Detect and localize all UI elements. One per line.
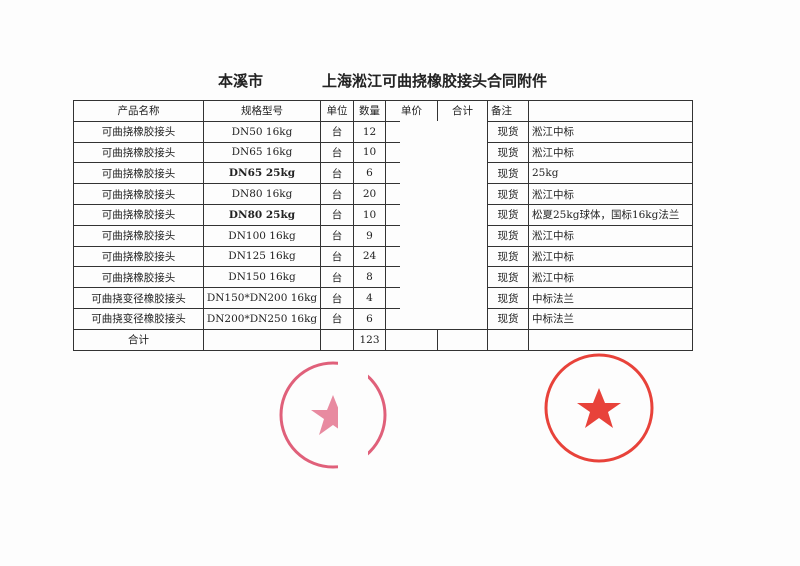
unit-cell: 台 [320, 287, 354, 309]
quantity-cell: 20 [353, 183, 386, 205]
left-company-seal [279, 360, 387, 470]
spec-cell: DN200*DN250 16kg [203, 307, 321, 330]
table-row: 可曲挠橡胶接头 DN150 16kg 台 8 现货 淞江中标 [73, 266, 693, 289]
quantity-cell: 6 [353, 162, 386, 185]
unit-cell: 台 [320, 307, 354, 330]
blank-price-area [400, 121, 487, 329]
document-title: 上海淞江可曲挠橡胶接头合同附件 [322, 72, 548, 90]
stock-status-cell: 现货 [487, 307, 529, 330]
quantity-cell: 10 [353, 141, 386, 164]
quantity-cell: 6 [353, 307, 386, 330]
right-company-seal [544, 353, 654, 463]
total-label: 合计 [73, 328, 204, 351]
empty-cell [385, 328, 438, 351]
product-name: 可曲挠橡胶接头 [73, 120, 204, 143]
unit-cell: 台 [320, 183, 354, 205]
city-heading: 本溪市 [218, 72, 264, 90]
table-row: 可曲挠橡胶接头 DN125 16kg 台 24 现货 淞江中标 [73, 245, 693, 268]
unit-cell: 台 [320, 266, 354, 289]
note-cell: 淞江中标 [528, 120, 693, 143]
note-cell: 淞江中标 [528, 224, 693, 247]
unit-cell: 台 [320, 141, 354, 164]
note-cell: 淞江中标 [528, 183, 693, 205]
product-name: 可曲挠橡胶接头 [73, 245, 204, 268]
table-row: 可曲挠变径橡胶接头 DN200*DN250 16kg 台 6 现货 中标法兰 [73, 307, 693, 330]
empty-cell [487, 328, 529, 351]
total-row: 合计 123 [73, 328, 693, 351]
note-cell: 淞江中标 [528, 245, 693, 268]
spec-cell: DN50 16kg [203, 120, 321, 143]
total-quantity: 123 [353, 328, 386, 351]
empty-cell [203, 328, 321, 351]
note-cell: 淞江中标 [528, 266, 693, 289]
stock-status-cell: 现货 [487, 245, 529, 268]
column-header: 合计 [437, 100, 488, 122]
spec-cell: DN150 16kg [203, 266, 321, 289]
empty-cell [437, 328, 488, 351]
stock-status-cell: 现货 [487, 266, 529, 289]
product-name: 可曲挠橡胶接头 [73, 183, 204, 205]
column-header: 备注 [487, 100, 529, 122]
table-row: 可曲挠变径橡胶接头 DN150*DN200 16kg 台 4 现货 中标法兰 [73, 287, 693, 309]
spec-cell: DN125 16kg [203, 245, 321, 268]
product-name: 可曲挠橡胶接头 [73, 266, 204, 289]
product-name: 可曲挠橡胶接头 [73, 141, 204, 164]
stock-status-cell: 现货 [487, 183, 529, 205]
product-name: 可曲挠橡胶接头 [73, 162, 204, 185]
spec-cell: DN80 25kg [203, 203, 321, 226]
note-cell: 淞江中标 [528, 141, 693, 164]
quantity-cell: 24 [353, 245, 386, 268]
unit-cell: 台 [320, 120, 354, 143]
unit-cell: 台 [320, 245, 354, 268]
quantity-cell: 10 [353, 203, 386, 226]
stock-status-cell: 现货 [487, 120, 529, 143]
quantity-cell: 9 [353, 224, 386, 247]
unit-cell: 台 [320, 203, 354, 226]
unit-cell: 台 [320, 224, 354, 247]
quantity-cell: 8 [353, 266, 386, 289]
spec-cell: DN100 16kg [203, 224, 321, 247]
contract-table: 产品名称 规格型号 单位 数量 单价 合计 备注 可曲挠橡胶接头 DN50 16kg 台 12 现货… [73, 100, 693, 351]
table-row: 可曲挠橡胶接头 DN80 16kg 台 20 现货 淞江中标 [73, 183, 693, 205]
column-header: 单位 [320, 100, 354, 122]
spec-cell: DN65 16kg [203, 141, 321, 164]
product-name: 可曲挠变径橡胶接头 [73, 287, 204, 309]
column-header: 产品名称 [73, 100, 204, 122]
note-cell: 中标法兰 [528, 307, 693, 330]
stock-status-cell: 现货 [487, 224, 529, 247]
stock-status-cell: 现货 [487, 287, 529, 309]
note-cell: 中标法兰 [528, 287, 693, 309]
table-row: 可曲挠橡胶接头 DN100 16kg 台 9 现货 淞江中标 [73, 224, 693, 247]
unit-cell: 台 [320, 162, 354, 185]
table-row: 可曲挠橡胶接头 DN65 25kg 台 6 现货 25kg [73, 162, 693, 185]
note-cell: 松夏25kg球体，国标16kg法兰 [528, 203, 693, 226]
empty-cell [528, 328, 693, 351]
spec-cell: DN150*DN200 16kg [203, 287, 321, 309]
note-cell: 25kg [528, 162, 693, 185]
quantity-cell: 4 [353, 287, 386, 309]
table-row: 可曲挠橡胶接头 DN50 16kg 台 12 现货 淞江中标 [73, 120, 693, 143]
table-header: 产品名称 规格型号 单位 数量 单价 合计 备注 [73, 100, 693, 122]
stock-status-cell: 现货 [487, 141, 529, 164]
table-row: 可曲挠橡胶接头 DN80 25kg 台 10 现货 松夏25kg球体，国标16kg法兰 [73, 203, 693, 226]
product-name: 可曲挠橡胶接头 [73, 203, 204, 226]
stock-status-cell: 现货 [487, 162, 529, 185]
column-header: 数量 [353, 100, 386, 122]
column-header: 单价 [385, 100, 438, 122]
spec-cell: DN65 25kg [203, 162, 321, 185]
product-name: 可曲挠橡胶接头 [73, 224, 204, 247]
product-name: 可曲挠变径橡胶接头 [73, 307, 204, 330]
table-row: 可曲挠橡胶接头 DN65 16kg 台 10 现货 淞江中标 [73, 141, 693, 164]
column-header [528, 100, 693, 122]
spec-cell: DN80 16kg [203, 183, 321, 205]
stock-status-cell: 现货 [487, 203, 529, 226]
empty-cell [320, 328, 354, 351]
column-header: 规格型号 [203, 100, 321, 122]
quantity-cell: 12 [353, 120, 386, 143]
